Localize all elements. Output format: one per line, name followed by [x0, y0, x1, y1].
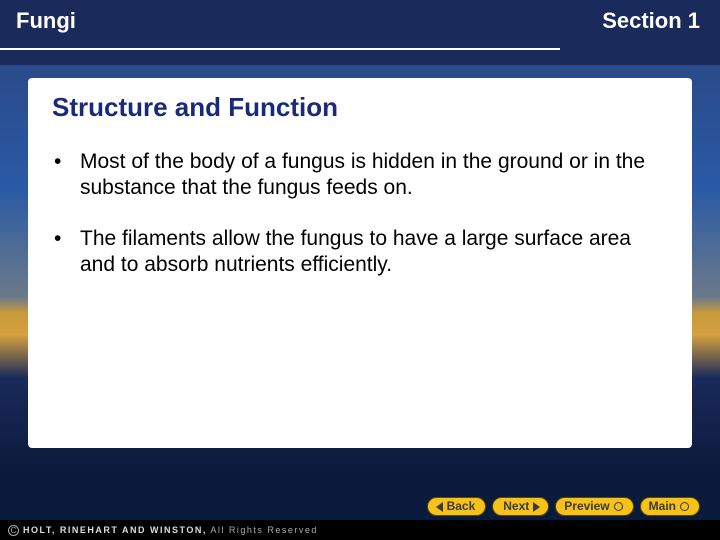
bullet-text: Most of the body of a fungus is hidden i… [80, 149, 668, 202]
back-button[interactable]: Back [427, 497, 487, 516]
next-button[interactable]: Next [492, 497, 549, 516]
triangle-right-icon [533, 502, 540, 512]
header-topic: Fungi [16, 8, 76, 34]
main-label: Main [649, 498, 676, 515]
slide-header: Fungi Section 1 [0, 0, 720, 64]
triangle-left-icon [436, 502, 443, 512]
bullet-item: • The filaments allow the fungus to have… [52, 226, 668, 279]
preview-label: Preview [564, 498, 609, 515]
circle-icon [614, 502, 623, 511]
copyright: C HOLT, RINEHART AND WINSTON, All Rights… [8, 525, 318, 536]
publisher: HOLT, RINEHART AND WINSTON, [23, 525, 207, 535]
main-button[interactable]: Main [640, 497, 700, 516]
nav-bar: Back Next Preview Main [427, 497, 700, 516]
content-box: Structure and Function • Most of the bod… [28, 78, 692, 448]
rights: All Rights Reserved [210, 525, 318, 535]
back-label: Back [447, 498, 476, 515]
bullet-item: • Most of the body of a fungus is hidden… [52, 149, 668, 202]
copyright-icon: C [8, 525, 19, 536]
slide-title: Structure and Function [52, 92, 668, 123]
slide: Fungi Section 1 Structure and Function •… [0, 0, 720, 540]
bullet-text: The filaments allow the fungus to have a… [80, 226, 668, 279]
header-section: Section 1 [602, 8, 700, 34]
header-rule [0, 48, 560, 50]
bullet-dot: • [52, 149, 80, 175]
footer: C HOLT, RINEHART AND WINSTON, All Rights… [0, 520, 720, 540]
bullet-dot: • [52, 226, 80, 252]
preview-button[interactable]: Preview [555, 497, 633, 516]
next-label: Next [503, 498, 529, 515]
circle-icon [680, 502, 689, 511]
